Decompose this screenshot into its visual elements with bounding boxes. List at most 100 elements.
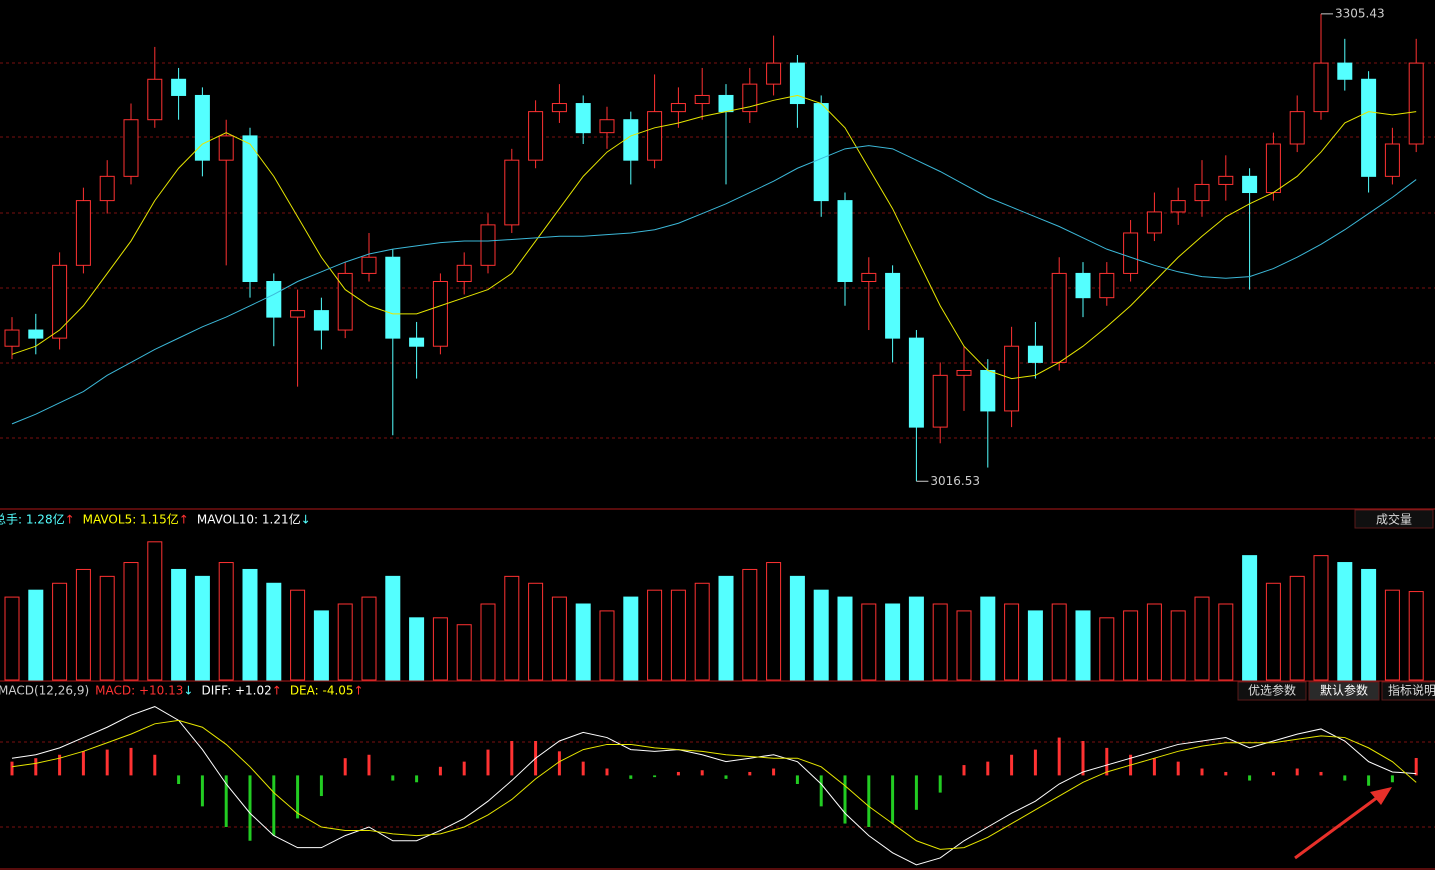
candle-body (1289, 111, 1305, 145)
volume-bar (766, 562, 782, 681)
legend-label: DEA: -4.05 (290, 684, 354, 698)
candle-body (837, 200, 853, 283)
volume-bar (1408, 591, 1424, 681)
legend-arrow: ↑ (179, 513, 189, 527)
candle-body (313, 310, 329, 331)
candle-body (528, 111, 544, 161)
volume-bar (861, 603, 877, 681)
candle-body (147, 78, 163, 121)
candle-body (980, 369, 996, 412)
volume-bar (1004, 603, 1020, 681)
volume-bar (956, 610, 972, 681)
volume-bar (599, 610, 615, 681)
legend-arrow: ↑ (354, 684, 364, 698)
candle-body (932, 374, 948, 428)
candle-body (171, 78, 187, 96)
volume-bar (147, 541, 163, 681)
volume-bar (1337, 562, 1353, 681)
candle-body (337, 272, 353, 331)
volume-bar (789, 575, 805, 681)
volume-bar (1384, 589, 1400, 681)
candle-body (385, 256, 401, 339)
volume-bar (1313, 555, 1329, 681)
candle-body (194, 94, 210, 161)
candle-body (123, 119, 139, 177)
legend-arrow: ↑ (272, 684, 282, 698)
candle-body (1027, 345, 1043, 363)
candle-body (1075, 272, 1091, 299)
tab-box[interactable] (1354, 509, 1434, 529)
legend-arrow: ↓ (301, 513, 311, 527)
tab-box[interactable] (1237, 681, 1307, 701)
candle-body (813, 103, 829, 202)
volume-bar (1027, 610, 1043, 681)
candle-body (670, 103, 686, 113)
candle-body (1242, 175, 1258, 194)
candle-body (456, 264, 472, 283)
candle-body (1337, 62, 1353, 80)
volume-bar (551, 596, 567, 681)
volume-bar (480, 603, 496, 681)
candle-body (1099, 272, 1115, 299)
volume-bar (385, 575, 401, 681)
volume-bar (647, 589, 663, 681)
volume-bar (242, 568, 258, 681)
candle-body (1146, 211, 1162, 234)
candle-body (885, 272, 901, 339)
candle-body (75, 200, 91, 266)
candle-body (694, 94, 710, 105)
volume-bar (52, 582, 68, 681)
candle-body (1408, 62, 1424, 145)
candle-body (504, 159, 520, 226)
candle-body (1384, 143, 1400, 177)
legend-arrow: ↓ (183, 684, 193, 698)
candle-body (789, 62, 805, 105)
volume-bar (28, 589, 44, 681)
volume-bar (123, 562, 139, 681)
candle-body (1123, 232, 1139, 274)
volume-bar (1123, 610, 1139, 681)
macd-line (11, 719, 1417, 850)
volume-bar (290, 589, 306, 681)
candle-body (623, 119, 639, 161)
volume-bar (623, 596, 639, 681)
volume-bar (742, 568, 758, 681)
candle-body (28, 329, 44, 339)
legend-label: DIFF: +1.02 (201, 684, 271, 698)
candle-body (647, 111, 663, 161)
candle-body (361, 256, 377, 274)
volume-bar (456, 624, 472, 681)
volume-tab[interactable]: 成交量 (1376, 512, 1412, 527)
volume-bar (409, 617, 425, 681)
extreme-label: 3016.53 (930, 474, 980, 488)
volume-bar (75, 568, 91, 681)
volume-bar (313, 610, 329, 681)
macd-tab[interactable]: 指标说明 (1388, 683, 1435, 698)
legend-label: MAVOL10: 1.21亿 (197, 512, 301, 527)
volume-bar (1242, 555, 1258, 681)
arrow-shaft (1294, 792, 1383, 860)
candle-body (1218, 175, 1234, 185)
extreme-label: 3305.43 (1335, 6, 1385, 20)
macd-tab[interactable]: 优选参数 (1248, 683, 1296, 698)
macd-line (11, 706, 1417, 866)
tab-box[interactable] (1381, 681, 1435, 701)
volume-bar (932, 603, 948, 681)
volume-bar (432, 617, 448, 681)
macd-tab[interactable]: 默认参数 (1320, 683, 1368, 698)
tab-box[interactable] (1308, 681, 1380, 701)
volume-bar (194, 575, 210, 681)
candle-body (742, 83, 758, 113)
candle-body (242, 135, 258, 283)
volume-bar (575, 603, 591, 681)
macd-title: MACD(12,26,9) (0, 684, 89, 698)
candle-body (956, 369, 972, 376)
volume-bar (504, 575, 520, 681)
volume-bar (1289, 575, 1305, 681)
candle-body (218, 135, 234, 161)
candle-body (718, 94, 734, 113)
volume-bar (171, 568, 187, 681)
legend-label: MAVOL5: 1.15亿 (83, 512, 179, 527)
